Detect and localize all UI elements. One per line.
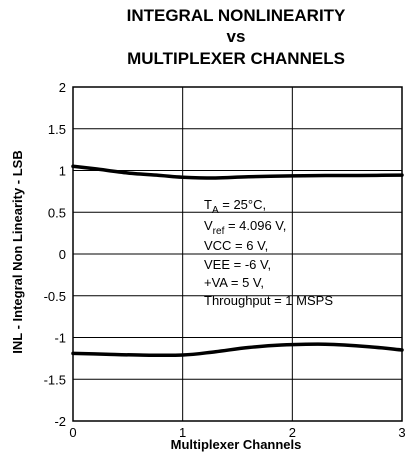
- condition-throughput: Throughput = 1 MSPS: [204, 293, 333, 308]
- tick-labels: 21.510.50-0.5-1-1.5-20 1 2 3: [44, 80, 406, 440]
- x-tick-label-1: 1: [179, 425, 186, 440]
- y-tick-label-8: -2: [54, 414, 66, 429]
- chart-title-line-1: INTEGRAL NONLINEARITY: [127, 6, 346, 25]
- series-line-1: [71, 164, 404, 180]
- chart-title-line-2: vs: [227, 27, 246, 46]
- y-tick-label-0: 2: [59, 80, 66, 95]
- y-tick-label-7: -1.5: [44, 372, 66, 387]
- x-tick-label-2: 2: [289, 425, 296, 440]
- chart-title-line-3: MULTIPLEXER CHANNELS: [127, 49, 345, 68]
- condition-ta: TA = 25°C,: [204, 197, 266, 216]
- condition-vee: VEE = -6 V,: [204, 257, 271, 272]
- x-tick-label-3: 3: [398, 425, 405, 440]
- y-tick-label-3: 0.5: [48, 205, 66, 220]
- y-tick-label-4: 0: [59, 247, 66, 262]
- grid: [72, 86, 403, 422]
- condition-vcc: VCC = 6 V,: [204, 238, 268, 253]
- y-tick-label-1: 1.5: [48, 122, 66, 137]
- series-lines: [71, 164, 404, 358]
- y-tick-label-2: 1: [59, 164, 66, 179]
- condition-va: +VA = 5 V,: [204, 275, 264, 290]
- y-tick-label-5: -0.5: [44, 289, 66, 304]
- x-axis-label: Multiplexer Channels: [171, 437, 302, 452]
- y-tick-label-6: -1: [54, 331, 66, 346]
- plot-frame: [72, 86, 403, 422]
- condition-vref: Vref = 4.096 V,: [204, 218, 286, 237]
- series-line-2: [71, 342, 404, 358]
- test-conditions-annotation: TA = 25°C, Vref = 4.096 V, VCC = 6 V, VE…: [204, 197, 333, 308]
- y-axis-label: INL - Integral Non Linearity - LSB: [10, 150, 25, 353]
- x-tick-label-0: 0: [69, 425, 76, 440]
